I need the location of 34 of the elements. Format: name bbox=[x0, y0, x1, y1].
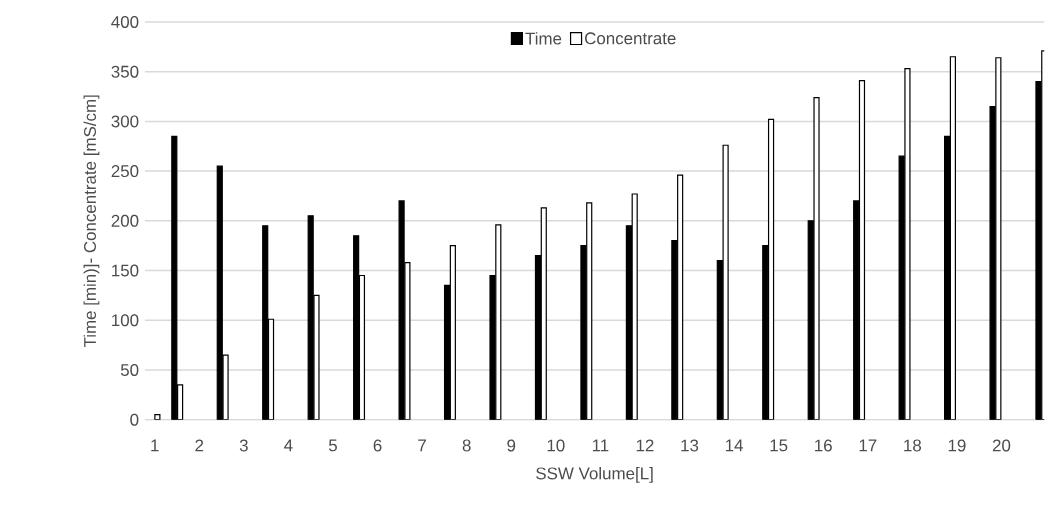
y-tick-label: 100 bbox=[112, 314, 139, 327]
legend-label: Concentrate bbox=[585, 32, 676, 45]
x-tick-label: 16 bbox=[815, 439, 832, 452]
x-tick-label: 5 bbox=[328, 439, 337, 452]
x-tick-label: 4 bbox=[284, 439, 293, 452]
x-tick-label: 2 bbox=[195, 439, 204, 452]
y-tick-label: 350 bbox=[111, 65, 139, 78]
bar bbox=[154, 414, 161, 420]
x-tick-label: 10 bbox=[547, 439, 565, 452]
x-tick-label: 1 bbox=[151, 439, 159, 452]
x-tick-label: 14 bbox=[725, 439, 743, 452]
legend-label: Time bbox=[525, 32, 562, 45]
x-tick-label: 17 bbox=[859, 439, 877, 452]
y-tick-label: 250 bbox=[111, 165, 139, 178]
x-tick-label: 20 bbox=[992, 439, 1011, 452]
x-tick-label: 8 bbox=[462, 439, 471, 452]
y-tick-label: 400 bbox=[111, 16, 139, 29]
y-tick-label: 50 bbox=[120, 364, 139, 377]
x-tick-label: 18 bbox=[904, 439, 922, 452]
x-tick-label: 9 bbox=[507, 439, 516, 452]
x-tick-label: 11 bbox=[592, 439, 609, 452]
y-tick-label: 150 bbox=[112, 264, 139, 277]
x-tick-label: 19 bbox=[948, 439, 966, 452]
y-axis-title: Time [min)]- Concentrate [mS/cm] bbox=[83, 95, 100, 348]
y-tick-label: 300 bbox=[111, 115, 139, 128]
x-tick-label: 3 bbox=[239, 439, 248, 452]
x-tick-label: 15 bbox=[770, 439, 788, 452]
x-tick-label: 6 bbox=[373, 439, 382, 452]
x-tick-label: 13 bbox=[681, 439, 699, 452]
x-axis-title: SSW Volume[L] bbox=[536, 467, 653, 483]
y-tick-label: 200 bbox=[111, 215, 139, 228]
x-tick-label: 7 bbox=[418, 439, 426, 452]
y-tick-label: 0 bbox=[130, 413, 139, 426]
x-tick-label: 12 bbox=[636, 439, 654, 452]
